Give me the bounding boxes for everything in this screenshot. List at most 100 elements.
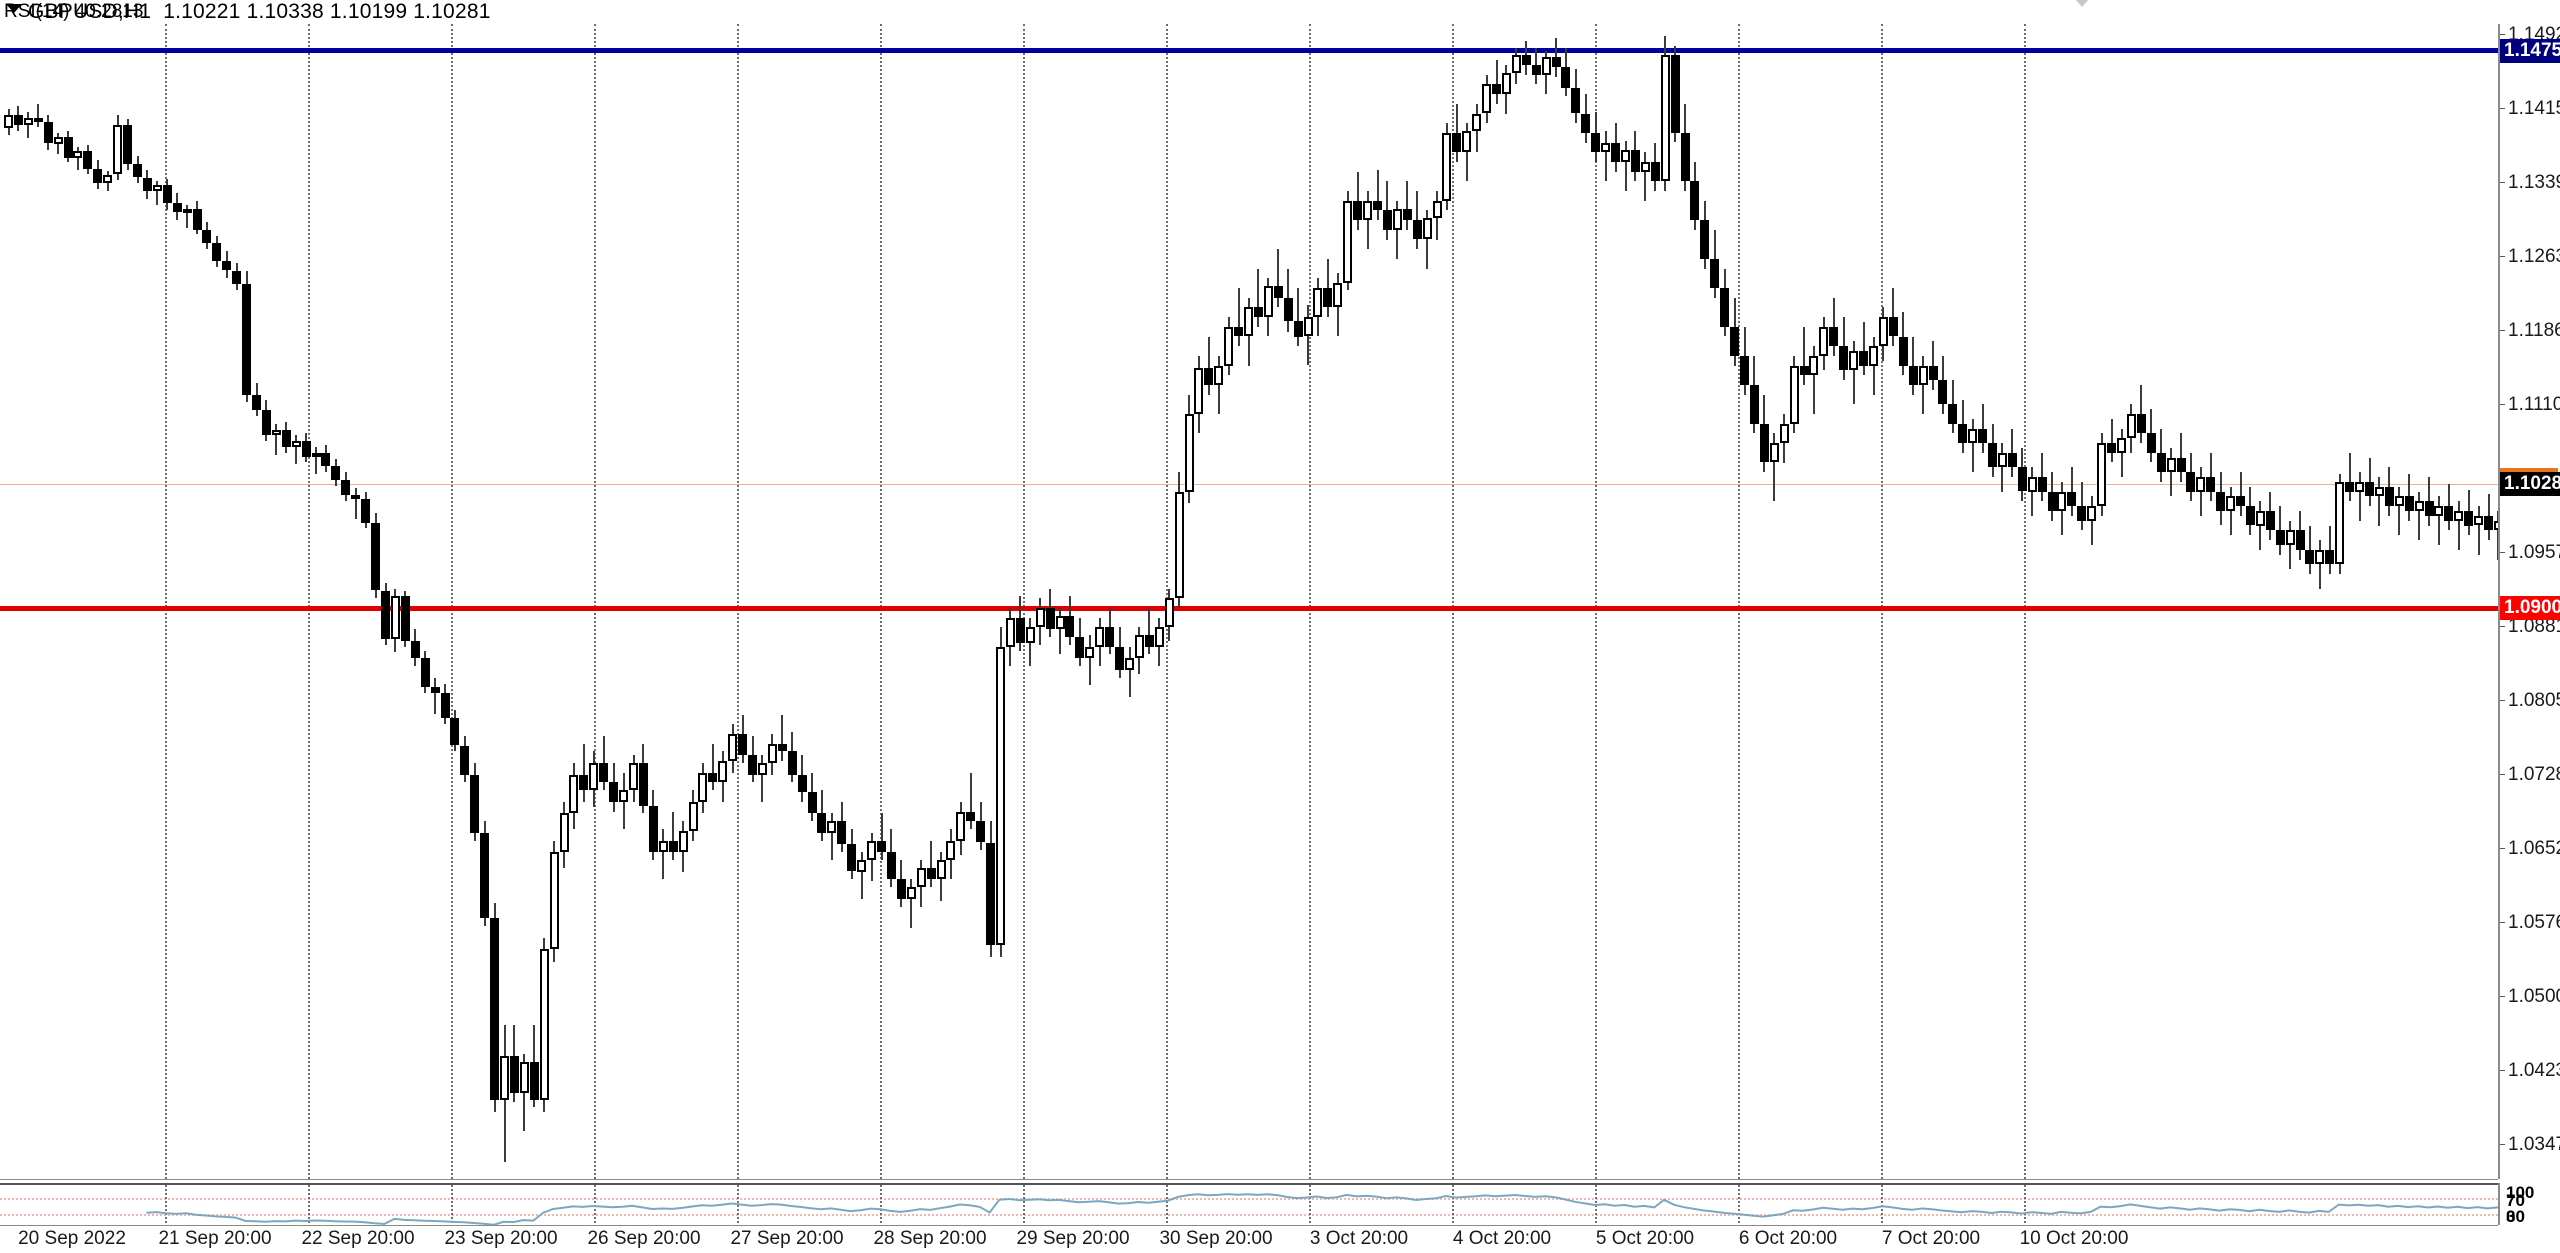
candle-body [1154,627,1164,647]
candle-wick [1862,321,1865,376]
candle-body [1194,367,1204,414]
candle-body [331,466,341,480]
candle-body [1581,113,1591,133]
candle-wick [523,1053,526,1132]
candle-body [926,867,936,880]
candle-body [2374,486,2384,497]
candle-body [1501,72,1511,95]
candle-wick [1465,123,1468,182]
candle-body [381,590,390,639]
candle-body [321,452,331,467]
candle-body [1412,220,1422,240]
rsi-scale-30: 30 [2506,1207,2525,1227]
candle-wick [930,840,933,888]
candle-body [1988,443,1997,468]
candle-body [1045,607,1055,630]
candle-body [2027,477,2037,492]
candle-wick [2318,540,2321,589]
candle-body [13,115,23,126]
candle-body [2345,481,2355,492]
candle-body [559,813,569,853]
candle-body [1541,57,1551,75]
resistance-line[interactable] [0,48,2498,53]
candle-body [1740,355,1749,385]
candle-body [2355,481,2364,492]
candle-body [1630,150,1640,172]
candle-wick [2428,477,2430,526]
candle-body [1174,491,1184,599]
candle-body [351,495,361,500]
candle-body [133,163,142,178]
support-line[interactable] [0,606,2498,611]
candle-body [738,733,748,756]
candle-body [1452,132,1462,153]
candle-body [1085,646,1095,659]
time-axis[interactable]: 20 Sep 2022 21 Sep 20:00 22 Sep 20:00 23 Se… [0,1226,2560,1253]
candle-body [1997,452,2007,468]
price-tick [2500,700,2505,701]
rsi-pane[interactable] [0,1183,2498,1225]
candle-wick [1257,268,1260,327]
candle-body [2434,506,2444,516]
candle-body [2226,496,2236,511]
candle-body [1531,65,1541,75]
price-tick [2500,774,2505,775]
candle-body [390,596,400,639]
candle-body [1561,67,1571,89]
candle-body [1492,84,1501,95]
candle-body [757,763,767,775]
candle-wick [2070,467,2073,516]
candle-wick [2418,491,2421,541]
gridline [308,24,310,1179]
candle-body [93,168,103,184]
price-chart-pane[interactable] [0,24,2498,1179]
candle-body [1849,351,1859,371]
candle-body [2365,481,2374,497]
candle-body [2275,530,2285,545]
price-tick [2500,108,2505,109]
candle-wick [1922,355,1925,415]
candle-wick [2368,457,2371,507]
candle-body [1373,200,1382,211]
candle-wick [1852,341,1855,405]
gridline [451,1185,453,1225]
candle-body [857,860,867,872]
candle-body [1839,346,1849,371]
candle-wick [1207,336,1210,395]
candle-body [2493,520,2498,531]
candle-wick [2120,428,2123,478]
candle-body [182,208,192,213]
resistance-price-label[interactable]: 1.14750 [2500,39,2560,63]
candle-wick [2140,384,2143,444]
candle-body [539,949,549,1101]
candle-body [4,115,13,128]
rsi-level-70 [0,1198,2498,1200]
time-tick-label: 26 Sep 20:00 [587,1228,701,1249]
candle-body [1214,365,1224,385]
candle-body [400,596,410,641]
price-tick-label: 1.14155 [2508,98,2560,119]
candle-wick [315,447,317,475]
candle-body [529,1061,539,1101]
bid-price-label: 1.10281 [2500,472,2560,496]
candle-body [569,774,579,814]
candle-body [1323,288,1333,308]
candle-body [2464,511,2474,526]
candle-wick [1604,130,1607,182]
candle-body [1363,200,1372,221]
candle-body [797,774,807,792]
candle-body [1819,326,1829,356]
price-tick-label: 1.08050 [2508,690,2560,711]
candle-wick [76,147,79,170]
candle-wick [1624,140,1627,191]
candle-body [1730,326,1740,356]
triangle-down-icon[interactable] [6,4,22,13]
price-axis[interactable] [2498,0,2560,1253]
candle-wick [295,435,298,465]
candle-body [113,125,123,175]
support-price-label[interactable]: 1.09000 [2500,596,2560,620]
candle-wick [1832,297,1835,356]
candle-body [1005,617,1015,647]
candle-body [232,270,242,285]
candle-body [2186,472,2196,492]
